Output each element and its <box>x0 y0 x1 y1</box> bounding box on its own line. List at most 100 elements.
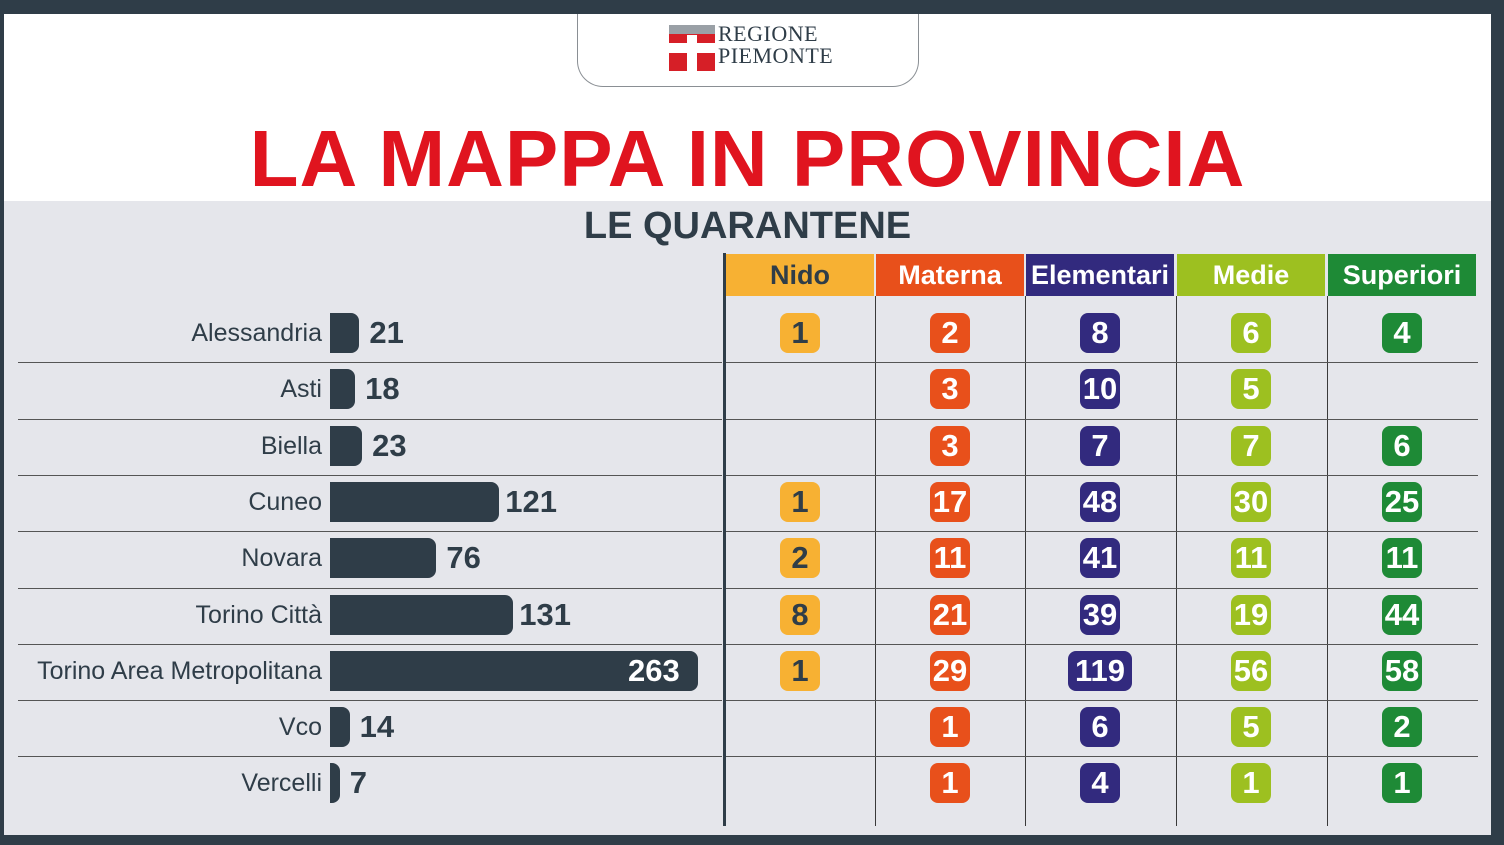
total-bar <box>330 313 360 353</box>
row-separator <box>726 700 1478 701</box>
page-title: LA MAPPA IN PROVINCIA <box>249 114 1246 203</box>
column-header-elementari: Elementari <box>1026 254 1174 296</box>
row-separator <box>18 475 722 476</box>
total-bar <box>330 481 500 522</box>
row-separator <box>726 531 1478 532</box>
infographic-frame: REGIONE PIEMONTE LA MAPPA IN PROVINCIA L… <box>4 14 1491 835</box>
province-label: Vco <box>278 713 322 742</box>
count-badge-materna: 21 <box>930 594 970 635</box>
count-badge-materna: 1 <box>930 763 970 804</box>
count-badge-superiori: 44 <box>1382 594 1422 635</box>
count-badge-elementari: 4 <box>1080 763 1120 804</box>
count-badge-materna: 11 <box>930 538 970 579</box>
total-bar <box>330 763 340 804</box>
total-bar <box>330 425 363 466</box>
logo-text: REGIONE PIEMONTE <box>718 23 833 67</box>
count-badge-medie: 56 <box>1231 650 1271 691</box>
total-value: 263 <box>628 652 680 688</box>
total-bar <box>330 594 514 635</box>
table-divider <box>723 253 726 826</box>
page-subtitle: LE QUARANTENE <box>583 205 912 247</box>
count-badge-materna: 17 <box>930 481 970 522</box>
row-separator <box>18 362 722 363</box>
row-separator <box>726 756 1478 757</box>
count-badge-materna: 3 <box>930 425 970 466</box>
logo-line-1: REGIONE <box>718 21 819 46</box>
total-value: 121 <box>505 483 558 519</box>
count-badge-elementari: 8 <box>1080 313 1120 353</box>
count-badge-elementari: 6 <box>1080 707 1120 748</box>
total-value: 14 <box>359 709 395 745</box>
total-bar <box>330 538 437 579</box>
column-separator <box>1176 296 1177 826</box>
row-separator <box>726 362 1478 363</box>
row-separator <box>18 419 722 420</box>
total-value: 131 <box>519 596 572 632</box>
province-label: Alessandria <box>191 319 322 347</box>
row-separator <box>18 588 722 589</box>
count-badge-materna: 3 <box>930 369 970 410</box>
row-separator <box>18 700 722 701</box>
total-value: 18 <box>365 371 400 407</box>
count-badge-medie: 5 <box>1231 369 1271 410</box>
column-header-materna: Materna <box>876 254 1024 296</box>
column-separator <box>875 296 876 826</box>
count-badge-superiori: 2 <box>1382 707 1422 748</box>
count-badge-nido: 2 <box>780 538 820 579</box>
row-separator <box>726 419 1478 420</box>
column-header-nido: Nido <box>726 254 874 296</box>
count-badge-elementari: 39 <box>1080 594 1120 635</box>
piemonte-flag-icon <box>669 25 715 71</box>
count-badge-nido: 1 <box>780 481 820 522</box>
total-bar <box>330 369 356 410</box>
column-separator <box>1327 296 1328 826</box>
row-separator <box>18 644 722 645</box>
province-label: Novara <box>241 544 322 573</box>
province-label: Torino Area Metropolitana <box>37 656 322 685</box>
count-badge-elementari: 48 <box>1080 481 1120 522</box>
total-bar <box>330 650 698 691</box>
row-separator <box>18 756 722 757</box>
count-badge-materna: 2 <box>930 313 970 353</box>
count-badge-nido: 8 <box>780 594 820 635</box>
total-value: 7 <box>349 765 368 801</box>
count-badge-elementari: 10 <box>1080 369 1120 410</box>
count-badge-elementari: 41 <box>1080 538 1120 579</box>
count-badge-superiori: 25 <box>1382 481 1422 522</box>
count-badge-medie: 1 <box>1231 763 1271 804</box>
count-badge-elementari: 119 <box>1068 650 1132 691</box>
total-value: 23 <box>372 427 407 463</box>
count-badge-materna: 29 <box>930 650 970 691</box>
row-separator <box>726 475 1478 476</box>
count-badge-superiori: 11 <box>1382 538 1422 579</box>
row-separator <box>726 644 1478 645</box>
count-badge-elementari: 7 <box>1080 425 1120 466</box>
count-badge-medie: 30 <box>1231 481 1271 522</box>
count-badge-materna: 1 <box>930 707 970 748</box>
count-badge-medie: 11 <box>1231 538 1271 579</box>
province-label: Torino Città <box>195 600 322 629</box>
count-badge-nido: 1 <box>780 313 820 353</box>
count-badge-medie: 7 <box>1231 425 1271 466</box>
count-badge-superiori: 6 <box>1382 425 1422 466</box>
count-badge-medie: 19 <box>1231 594 1271 635</box>
column-header-superiori: Superiori <box>1328 254 1476 296</box>
count-badge-nido: 1 <box>780 650 820 691</box>
count-badge-medie: 6 <box>1231 313 1271 353</box>
province-label: Vercelli <box>241 769 322 798</box>
row-separator <box>18 531 722 532</box>
total-bar <box>330 707 350 748</box>
column-header-medie: Medie <box>1177 254 1325 296</box>
count-badge-superiori: 1 <box>1382 763 1422 804</box>
row-separator <box>726 588 1478 589</box>
total-value: 21 <box>369 315 404 350</box>
logo-tab: REGIONE PIEMONTE <box>577 14 919 87</box>
count-badge-superiori: 4 <box>1382 313 1422 353</box>
province-label: Asti <box>280 375 322 404</box>
province-label: Biella <box>260 431 322 460</box>
count-badge-medie: 5 <box>1231 707 1271 748</box>
column-separator <box>1025 296 1026 826</box>
count-badge-superiori: 58 <box>1382 650 1422 691</box>
total-value: 76 <box>446 540 481 576</box>
province-label: Cuneo <box>248 487 322 516</box>
